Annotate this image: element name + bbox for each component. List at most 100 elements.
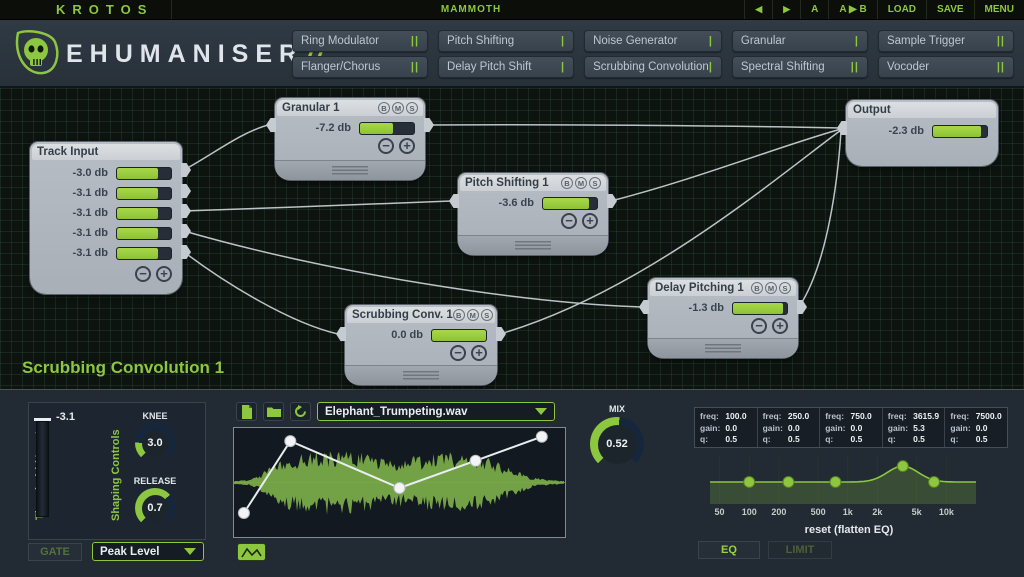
open-folder-button[interactable] xyxy=(263,402,284,421)
threshold-slider-track[interactable] xyxy=(36,421,49,517)
envelope-mode-button[interactable] xyxy=(237,543,266,561)
module-button-noise-generator[interactable]: Noise Generator | xyxy=(584,30,722,52)
bypass-button[interactable]: B xyxy=(378,102,390,114)
output-port[interactable] xyxy=(424,118,434,132)
module-button-vocoder[interactable]: Vocoder || xyxy=(877,56,1014,78)
header: EHUMANISER // Ring Modulator || Flanger/C… xyxy=(0,20,1024,88)
node-resize-handle[interactable] xyxy=(648,338,798,358)
module-button-delay-pitch-shift[interactable]: Delay Pitch Shift | xyxy=(438,56,575,78)
node-gain-bar[interactable] xyxy=(732,301,788,315)
solo-button[interactable]: S xyxy=(779,282,791,294)
save-button[interactable]: SAVE xyxy=(926,0,974,19)
knee-knob[interactable]: 3.0 xyxy=(135,423,175,463)
mute-button[interactable]: M xyxy=(392,102,404,114)
output-port[interactable] xyxy=(496,327,506,341)
channel-gain-bar[interactable] xyxy=(116,206,172,220)
solo-button[interactable]: S xyxy=(589,177,601,189)
gate-button[interactable]: GATE xyxy=(28,543,82,561)
solo-button[interactable]: S xyxy=(406,102,418,114)
remove-button[interactable]: − xyxy=(450,345,466,361)
output-port[interactable] xyxy=(181,245,191,259)
module-button-ring-modulator[interactable]: Ring Modulator || xyxy=(292,30,429,52)
bypass-button[interactable]: B xyxy=(561,177,573,189)
eq-reset-button[interactable]: reset (flatten EQ) xyxy=(804,524,894,536)
add-button[interactable]: + xyxy=(399,138,415,154)
bypass-button[interactable]: B xyxy=(452,309,465,321)
remove-output-button[interactable]: − xyxy=(135,266,151,282)
input-port[interactable] xyxy=(266,118,276,132)
node-track-input[interactable]: Track Input -3.0 db -3.1 db -3.1 db -3.1… xyxy=(30,142,191,294)
remove-button[interactable]: − xyxy=(751,318,767,334)
output-port[interactable] xyxy=(607,194,617,208)
mute-button[interactable]: M xyxy=(765,282,777,294)
mix-knob[interactable]: 0.52 xyxy=(590,417,644,471)
mute-button[interactable]: M xyxy=(575,177,587,189)
mute-button[interactable]: M xyxy=(466,309,479,321)
solo-button[interactable]: S xyxy=(480,309,493,321)
node-gain-bar[interactable] xyxy=(431,328,487,342)
menu-button[interactable]: MENU xyxy=(973,0,1024,19)
channel-gain-bar[interactable] xyxy=(116,246,172,260)
node-gain-bar[interactable] xyxy=(359,121,415,135)
output-port[interactable] xyxy=(181,163,191,177)
input-port[interactable] xyxy=(449,194,459,208)
input-port[interactable] xyxy=(336,327,346,341)
add-button[interactable]: + xyxy=(582,213,598,229)
output-port[interactable] xyxy=(181,184,191,198)
module-button-granular[interactable]: Granular | xyxy=(731,30,868,52)
eq-curve-display[interactable]: 50 100 200 500 1k 2k 5k 10k xyxy=(690,452,1008,527)
ab-a-button[interactable]: A xyxy=(800,0,828,19)
node-graph-canvas[interactable]: Track Input -3.0 db -3.1 db -3.1 db -3.1… xyxy=(0,88,1024,390)
channel-gain-bar[interactable] xyxy=(116,226,172,240)
node-resize-handle[interactable] xyxy=(275,160,425,180)
input-port[interactable] xyxy=(639,300,649,314)
output-port[interactable] xyxy=(181,224,191,238)
add-button[interactable]: + xyxy=(471,345,487,361)
module-button-spectral-shifting[interactable]: Spectral Shifting || xyxy=(731,56,868,78)
output-port[interactable] xyxy=(797,300,807,314)
node-resize-handle[interactable] xyxy=(345,365,497,385)
eq-band-5[interactable]: freq: 7500.0 gain: 0.0 q: 0.5 xyxy=(950,411,1002,444)
add-output-button[interactable]: + xyxy=(156,266,172,282)
eq-band-2[interactable]: freq: 250.0 gain: 0.0 q: 0.5 xyxy=(758,408,821,447)
node-gain-bar[interactable] xyxy=(932,124,988,138)
release-knob[interactable]: 0.7 xyxy=(135,488,175,528)
waveform-envelope-display[interactable] xyxy=(233,427,566,538)
ab-copy-button[interactable]: A ▶ B xyxy=(828,0,876,19)
next-preset-button[interactable]: ▶ xyxy=(772,0,800,19)
prev-preset-button[interactable]: ◀ xyxy=(744,0,772,19)
module-button-scrubbing-convolution[interactable]: Scrubbing Convolution | xyxy=(584,56,722,78)
remove-button[interactable]: − xyxy=(378,138,394,154)
limit-tab-button[interactable]: LIMIT xyxy=(768,541,832,559)
channel-gain-bar[interactable] xyxy=(116,186,172,200)
bypass-button[interactable]: B xyxy=(751,282,763,294)
output-port[interactable] xyxy=(181,204,191,218)
channel-gain-bar[interactable] xyxy=(116,166,172,180)
eq-band-4[interactable]: freq: 3615.9 gain: 5.3 q: 0.5 xyxy=(883,408,946,447)
reload-sample-button[interactable] xyxy=(290,402,311,421)
node-title: Track Input xyxy=(37,146,99,158)
waveform-plot xyxy=(234,430,565,519)
module-button-flanger-chorus[interactable]: Flanger/Chorus || xyxy=(292,56,429,78)
module-button-sample-trigger[interactable]: Sample Trigger || xyxy=(877,30,1014,52)
new-file-button[interactable] xyxy=(236,402,257,421)
sample-file-dropdown[interactable]: Elephant_Trumpeting.wav xyxy=(317,402,555,421)
module-button-pitch-shifting[interactable]: Pitch Shifting | xyxy=(438,30,575,52)
remove-button[interactable]: − xyxy=(561,213,577,229)
node-resize-handle[interactable] xyxy=(458,235,608,255)
input-port[interactable] xyxy=(837,121,847,135)
instance-count-bars: | xyxy=(708,61,713,73)
add-button[interactable]: + xyxy=(772,318,788,334)
node-output[interactable]: Output -2.3 db xyxy=(837,100,998,166)
detection-mode-dropdown[interactable]: Peak Level xyxy=(92,542,204,561)
node-gain-bar[interactable] xyxy=(542,196,598,210)
eq-band-1[interactable]: freq: 100.0 gain: 0.0 q: 0.5 xyxy=(695,408,758,447)
eq-band-3[interactable]: freq: 750.0 gain: 0.0 q: 0.5 xyxy=(820,408,883,447)
threshold-slider-handle[interactable] xyxy=(34,418,51,421)
eq-tab-button[interactable]: EQ xyxy=(698,541,760,559)
load-button[interactable]: LOAD xyxy=(876,0,926,19)
